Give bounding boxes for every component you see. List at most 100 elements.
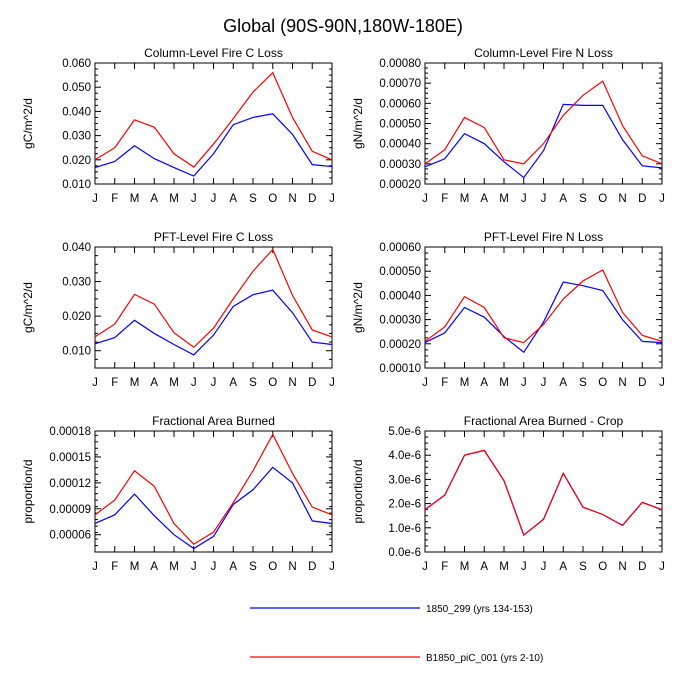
- y-axis-label: proportion/d: [21, 459, 35, 523]
- y-tick-label: 0.00050: [379, 119, 421, 131]
- x-tick-label: A: [480, 561, 488, 573]
- y-tick-label: 0.00040: [379, 290, 421, 302]
- plot-frame: [424, 430, 663, 553]
- x-tick-label: M: [499, 377, 509, 389]
- y-tick-label: 0.00018: [49, 426, 91, 438]
- x-tick-label: F: [111, 561, 118, 573]
- x-tick-label: M: [169, 193, 179, 205]
- x-tick-label: J: [191, 561, 197, 573]
- x-tick-label: D: [308, 561, 316, 573]
- y-tick-label: 0.00020: [379, 179, 421, 191]
- x-tick-label: A: [559, 193, 567, 205]
- x-tick-label: F: [441, 377, 448, 389]
- x-tick-label: J: [329, 561, 335, 573]
- series-line-red: [94, 433, 333, 545]
- y-tick-label: 0.010: [62, 346, 91, 358]
- figure-title: Global (90S-90N,180W-180E): [223, 16, 463, 36]
- series-line-blue: [94, 466, 333, 550]
- y-tick-label: 0.00060: [379, 98, 421, 110]
- series-line-red: [424, 80, 663, 165]
- x-tick-label: A: [229, 377, 237, 389]
- x-tick-label: J: [92, 377, 98, 389]
- x-tick-label: S: [579, 377, 587, 389]
- y-tick-label: 2.0e-6: [388, 499, 421, 511]
- x-tick-label: F: [441, 193, 448, 205]
- chart-panel-2: Column-Level Fire N Loss gN/m^2/d 0.00020 0…: [351, 46, 665, 205]
- x-tick-label: J: [329, 377, 335, 389]
- x-tick-label: D: [638, 377, 646, 389]
- y-tick-label: 0.00020: [379, 339, 421, 351]
- x-tick-label: A: [480, 193, 488, 205]
- legend-label: B1850_piC_001 (yrs 2-10): [426, 653, 543, 664]
- y-tick-label: 0.00070: [379, 78, 421, 90]
- y-axis-label: proportion/d: [351, 459, 365, 523]
- legend-label: 1850_299 (yrs 134-153): [426, 604, 533, 615]
- y-tick-label: 3.0e-6: [388, 474, 421, 486]
- chart-panel-1: Column-Level Fire C Loss gC/m^2/d 0.010 0.0…: [21, 46, 335, 205]
- x-tick-label: J: [422, 193, 428, 205]
- x-tick-label: O: [598, 377, 607, 389]
- x-tick-label: F: [111, 193, 118, 205]
- x-tick-label: N: [288, 377, 296, 389]
- y-tick-label: 0.020: [62, 311, 91, 323]
- series-line-blue: [94, 113, 333, 177]
- x-tick-label: S: [249, 561, 257, 573]
- panel-title: Fractional Area Burned: [152, 414, 275, 428]
- x-tick-label: J: [659, 561, 665, 573]
- x-tick-label: J: [92, 193, 98, 205]
- x-tick-label: M: [460, 377, 470, 389]
- x-tick-label: S: [579, 193, 587, 205]
- x-tick-label: J: [659, 193, 665, 205]
- x-tick-label: O: [598, 561, 607, 573]
- chart-panel-6: Fractional Area Burned - Crop proportion/…: [351, 414, 665, 573]
- x-tick-label: A: [150, 377, 158, 389]
- x-tick-label: N: [618, 561, 626, 573]
- y-tick-label: 0.00010: [379, 363, 421, 375]
- y-tick-label: 0.00030: [379, 159, 421, 171]
- x-tick-label: A: [229, 193, 237, 205]
- x-tick-label: S: [249, 377, 257, 389]
- y-tick-label: 0.040: [62, 106, 91, 118]
- y-tick-label: 0.0e-6: [388, 547, 421, 559]
- series-line-red: [94, 248, 333, 349]
- x-tick-label: M: [169, 561, 179, 573]
- x-tick-label: D: [308, 193, 316, 205]
- x-tick-label: J: [211, 561, 217, 573]
- series-line-red: [424, 269, 663, 344]
- y-tick-label: 1.0e-6: [388, 523, 421, 535]
- y-tick-label: 0.00012: [49, 478, 91, 490]
- x-tick-label: J: [329, 193, 335, 205]
- x-tick-label: S: [579, 561, 587, 573]
- x-tick-label: J: [659, 377, 665, 389]
- x-tick-label: A: [480, 377, 488, 389]
- y-axis-label: gC/m^2/d: [21, 98, 35, 149]
- legend: 1850_299 (yrs 134-153) B1850_piC_001 (yrs…: [250, 604, 543, 664]
- x-tick-label: J: [541, 193, 547, 205]
- x-tick-label: M: [130, 561, 140, 573]
- x-tick-label: J: [422, 561, 428, 573]
- y-tick-label: 0.050: [62, 82, 91, 94]
- x-tick-label: J: [521, 377, 527, 389]
- plot-frame: [424, 246, 663, 369]
- x-tick-label: M: [460, 193, 470, 205]
- x-tick-label: N: [288, 561, 296, 573]
- x-tick-label: A: [150, 193, 158, 205]
- y-tick-label: 0.030: [62, 131, 91, 143]
- x-tick-label: O: [598, 193, 607, 205]
- x-tick-label: N: [618, 193, 626, 205]
- x-tick-label: M: [169, 377, 179, 389]
- panel-title: Fractional Area Burned - Crop: [464, 414, 624, 428]
- x-tick-label: N: [618, 377, 626, 389]
- y-tick-label: 0.00009: [49, 504, 91, 516]
- series-line-blue: [424, 103, 663, 179]
- x-tick-label: J: [92, 561, 98, 573]
- panel-title: Column-Level Fire C Loss: [144, 46, 283, 60]
- x-tick-label: D: [308, 377, 316, 389]
- x-tick-label: J: [422, 377, 428, 389]
- x-tick-label: O: [268, 193, 277, 205]
- x-tick-label: F: [111, 377, 118, 389]
- x-tick-label: M: [499, 193, 509, 205]
- y-tick-label: 0.00006: [49, 530, 91, 542]
- x-tick-label: J: [191, 377, 197, 389]
